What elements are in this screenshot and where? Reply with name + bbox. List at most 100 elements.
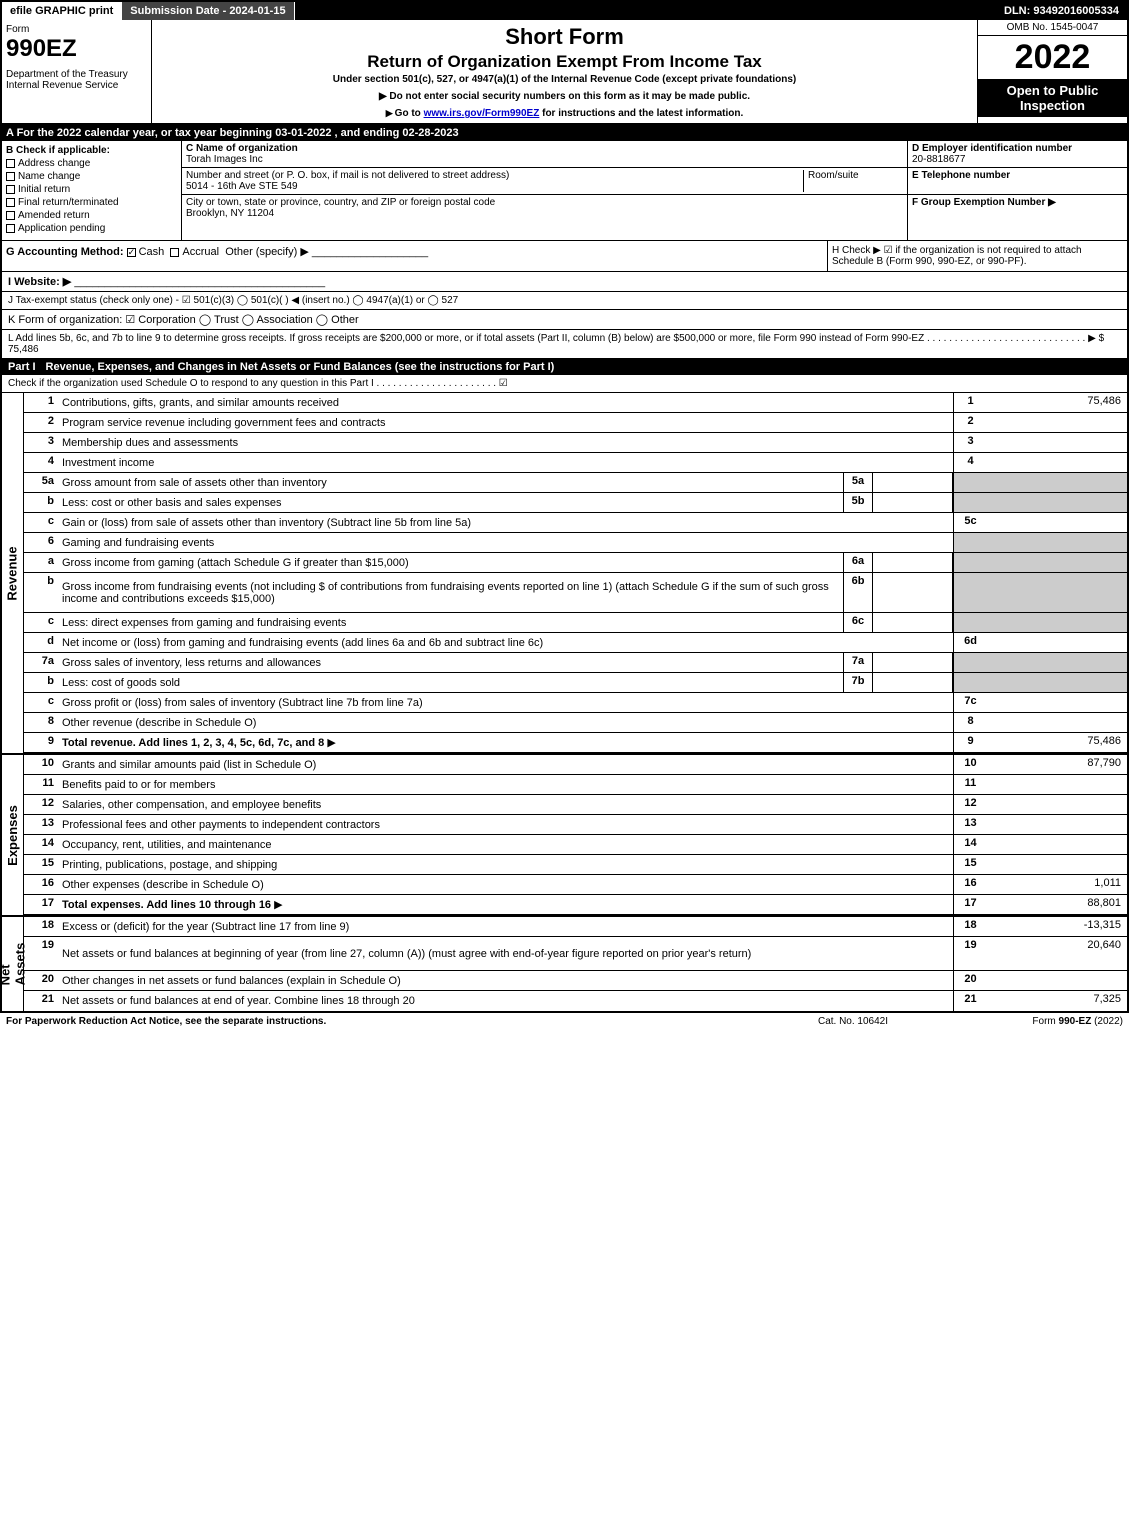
topbar-spacer [295, 2, 996, 20]
expenses-sidelabel: Expenses [2, 755, 24, 915]
i-label: I Website: ▶ [8, 276, 71, 288]
c-city-row: City or town, state or province, country… [182, 195, 907, 221]
c-name: C Name of organization Torah Images Inc [182, 141, 907, 168]
cb-application-pending[interactable]: Application pending [6, 223, 177, 234]
line-1: 1Contributions, gifts, grants, and simil… [24, 393, 1127, 413]
section-i: I Website: ▶ ___________________________… [2, 272, 1127, 292]
line-17: 17Total expenses. Add lines 10 through 1… [24, 895, 1127, 915]
c-street-row: Number and street (or P. O. box, if mail… [182, 168, 907, 195]
line-4: 4Investment income4 [24, 453, 1127, 473]
revenue-section: Revenue 1Contributions, gifts, grants, a… [2, 393, 1127, 753]
header-mid: Short Form Return of Organization Exempt… [152, 20, 977, 123]
part-1-check: Check if the organization used Schedule … [2, 375, 1127, 393]
expenses-body: 10Grants and similar amounts paid (list … [24, 755, 1127, 915]
form-title-1: Short Form [156, 24, 973, 50]
page-footer: For Paperwork Reduction Act Notice, see … [0, 1013, 1129, 1030]
line-20: 20Other changes in net assets or fund ba… [24, 971, 1127, 991]
irs-link[interactable]: www.irs.gov/Form990EZ [424, 108, 540, 119]
cb-final-return[interactable]: Final return/terminated [6, 197, 177, 208]
header-right: OMB No. 1545-0047 2022 Open to Public In… [977, 20, 1127, 123]
line-9: 9Total revenue. Add lines 1, 2, 3, 4, 5c… [24, 733, 1127, 753]
revenue-sidelabel: Revenue [2, 393, 24, 753]
section-c-orginfo: C Name of organization Torah Images Inc … [182, 141, 907, 240]
line-13: 13Professional fees and other payments t… [24, 815, 1127, 835]
e-label: E Telephone number [912, 170, 1010, 181]
part-1-header: Part I Revenue, Expenses, and Changes in… [2, 359, 1127, 375]
department-label: Department of the Treasury Internal Reve… [6, 69, 147, 91]
cb-amended-return[interactable]: Amended return [6, 210, 177, 221]
section-j: J Tax-exempt status (check only one) - ☑… [2, 292, 1127, 310]
line-5a: 5aGross amount from sale of assets other… [24, 473, 1127, 493]
expenses-section: Expenses 10Grants and similar amounts pa… [2, 753, 1127, 915]
section-b-checkboxes: B Check if applicable: Address change Na… [2, 141, 182, 240]
line-2: 2Program service revenue including gover… [24, 413, 1127, 433]
line-14: 14Occupancy, rent, utilities, and mainte… [24, 835, 1127, 855]
city-label: City or town, state or province, country… [186, 197, 495, 208]
line-6d: dNet income or (loss) from gaming and fu… [24, 633, 1127, 653]
cash-label: Cash [139, 246, 165, 258]
netassets-section: Net Assets 18Excess or (deficit) for the… [2, 915, 1127, 1011]
footer-left: For Paperwork Reduction Act Notice, see … [6, 1016, 763, 1027]
cb-initial-return[interactable]: Initial return [6, 184, 177, 195]
g-h-row: G Accounting Method: Cash Accrual Other … [2, 241, 1127, 272]
right-info-col: D Employer identification number 20-8818… [907, 141, 1127, 240]
other-label: Other (specify) ▶ [225, 246, 309, 258]
form-subtitle: Under section 501(c), 527, or 4947(a)(1)… [156, 74, 973, 85]
line-11: 11Benefits paid to or for members11 [24, 775, 1127, 795]
accrual-label: Accrual [182, 246, 219, 258]
section-h: H Check ▶ ☑ if the organization is not r… [827, 241, 1127, 271]
cb-cash[interactable] [127, 248, 136, 257]
d-label: D Employer identification number [912, 143, 1072, 154]
line-15: 15Printing, publications, postage, and s… [24, 855, 1127, 875]
d-ein: D Employer identification number 20-8818… [908, 141, 1127, 168]
form-title-2: Return of Organization Exempt From Incom… [156, 52, 973, 72]
city-value: Brooklyn, NY 11204 [186, 208, 274, 219]
line-19: 19Net assets or fund balances at beginni… [24, 937, 1127, 971]
street-value: 5014 - 16th Ave STE 549 [186, 181, 298, 192]
top-bar: efile GRAPHIC print Submission Date - 20… [2, 2, 1127, 20]
form-word: Form [6, 24, 147, 35]
street-label: Number and street (or P. O. box, if mail… [186, 170, 509, 181]
org-info-row: B Check if applicable: Address change Na… [2, 141, 1127, 241]
f-label: F Group Exemption Number ▶ [912, 197, 1056, 208]
form-container: efile GRAPHIC print Submission Date - 20… [0, 0, 1129, 1013]
cb-accrual[interactable] [170, 248, 179, 257]
part-title: Revenue, Expenses, and Changes in Net As… [46, 361, 555, 373]
line-3: 3Membership dues and assessments3 [24, 433, 1127, 453]
submission-tab: Submission Date - 2024-01-15 [122, 2, 294, 20]
footer-right: Form 990-EZ (2022) [943, 1016, 1123, 1027]
line-7b: bLess: cost of goods sold7b [24, 673, 1127, 693]
line-18: 18Excess or (deficit) for the year (Subt… [24, 917, 1127, 937]
line-6: 6Gaming and fundraising events [24, 533, 1127, 553]
netassets-sidelabel: Net Assets [2, 917, 24, 1011]
form-number: 990EZ [6, 35, 147, 63]
form-note-1: ▶ Do not enter social security numbers o… [156, 91, 973, 102]
line-5c: cGain or (loss) from sale of assets othe… [24, 513, 1127, 533]
tax-year: 2022 [978, 36, 1127, 79]
ein-value: 20-8818677 [912, 154, 965, 165]
org-name: Torah Images Inc [186, 154, 263, 165]
line-6b: bGross income from fundraising events (n… [24, 573, 1127, 613]
line-6c: cLess: direct expenses from gaming and f… [24, 613, 1127, 633]
c-label: C Name of organization [186, 143, 298, 154]
section-a: A For the 2022 calendar year, or tax yea… [2, 125, 1127, 141]
b-label: B Check if applicable: [6, 145, 177, 156]
line-7a: 7aGross sales of inventory, less returns… [24, 653, 1127, 673]
line-10: 10Grants and similar amounts paid (list … [24, 755, 1127, 775]
section-k: K Form of organization: ☑ Corporation ◯ … [2, 310, 1127, 330]
dln-label: DLN: 93492016005334 [996, 2, 1127, 20]
efile-tab: efile GRAPHIC print [2, 2, 122, 20]
cb-address-change[interactable]: Address change [6, 158, 177, 169]
e-phone: E Telephone number [908, 168, 1127, 195]
line-6a: aGross income from gaming (attach Schedu… [24, 553, 1127, 573]
omb-number: OMB No. 1545-0047 [978, 20, 1127, 36]
cb-name-change[interactable]: Name change [6, 171, 177, 182]
section-g: G Accounting Method: Cash Accrual Other … [2, 241, 827, 271]
line-21: 21Net assets or fund balances at end of … [24, 991, 1127, 1011]
revenue-body: 1Contributions, gifts, grants, and simil… [24, 393, 1127, 753]
line-7c: cGross profit or (loss) from sales of in… [24, 693, 1127, 713]
open-inspection: Open to Public Inspection [978, 79, 1127, 117]
part-label: Part I [8, 361, 36, 373]
form-note-2: Go to www.irs.gov/Form990EZ for instruct… [156, 108, 973, 119]
header-left: Form 990EZ Department of the Treasury In… [2, 20, 152, 123]
